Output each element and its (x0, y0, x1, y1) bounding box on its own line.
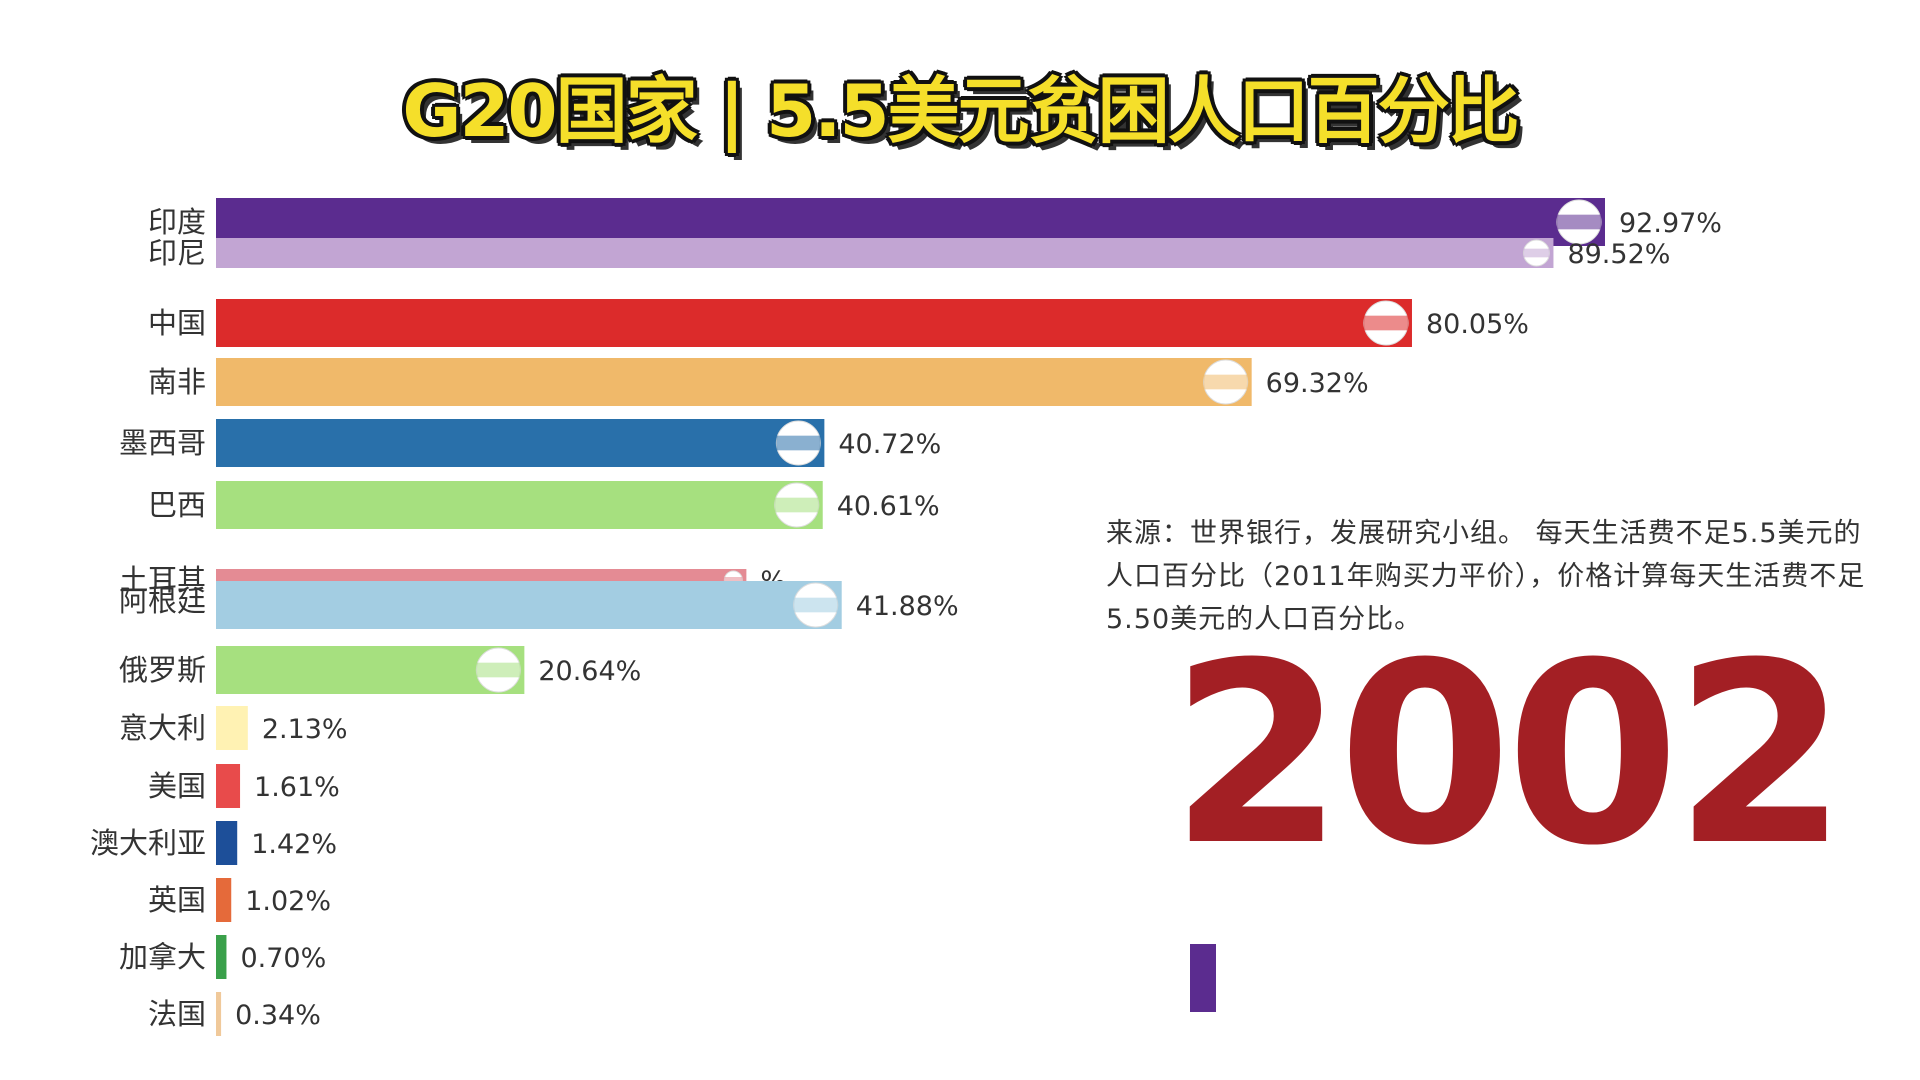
category-label-15: 法国 (148, 997, 206, 1031)
category-label-11: 美国 (148, 769, 206, 803)
value-label-10: 2.13% (262, 714, 348, 745)
category-label-3: 中国 (148, 306, 206, 340)
brazil-flag-icon-band (774, 497, 819, 513)
bar-2 (216, 238, 1554, 268)
bar-13 (216, 878, 232, 922)
category-label-6: 巴西 (148, 488, 206, 522)
category-label-5: 墨西哥 (119, 426, 206, 460)
bar-14 (216, 935, 227, 979)
value-label-8: 41.88% (856, 591, 959, 622)
bar-15 (216, 992, 222, 1036)
category-label-1: 印度 (148, 205, 206, 239)
category-label-13: 英国 (148, 883, 206, 917)
bar-8 (216, 581, 842, 629)
south-africa-flag-icon-band (1203, 374, 1248, 390)
value-label-11: 1.61% (254, 772, 340, 803)
bar-3 (216, 299, 1412, 347)
bar-9 (216, 646, 525, 694)
value-label-1: 92.97% (1619, 208, 1722, 239)
value-label-6: 40.61% (837, 491, 940, 522)
bars-layer: 印度 92.97% 印尼 89.52% 中国 80.05% 南非 69.32% 墨西哥 40.72… (90, 198, 1722, 1036)
russia-flag-icon-band (476, 662, 521, 678)
category-label-9: 俄罗斯 (119, 653, 206, 687)
bar-5 (216, 419, 825, 467)
turkey-flag-icon-band (724, 577, 743, 583)
value-label-3: 80.05% (1426, 309, 1529, 340)
year-label: 2002 (1170, 609, 1848, 900)
timeline-progress-marker (1190, 944, 1216, 1012)
chart-title: G20国家 | 5.5美元贫困人口百分比 (402, 69, 1519, 153)
bar-4 (216, 358, 1252, 406)
indonesia-flag-icon-band (1523, 248, 1550, 258)
category-label-10: 意大利 (119, 711, 206, 745)
category-label-14: 加拿大 (119, 940, 206, 974)
value-label-14: 0.70% (240, 943, 326, 974)
category-label-7: 土耳其 (119, 563, 206, 597)
bar-12 (216, 821, 238, 865)
bar-11 (216, 764, 241, 808)
argentina-flag-icon-band (793, 597, 838, 613)
value-label-4: 69.32% (1266, 368, 1369, 399)
value-label-2: 89.52% (1567, 239, 1670, 270)
category-label-4: 南非 (148, 365, 206, 399)
bar-10 (216, 706, 248, 750)
value-label-15: 0.34% (235, 1000, 321, 1031)
value-label-12: 1.42% (251, 829, 337, 860)
category-label-2: 印尼 (148, 236, 206, 270)
value-label-13: 1.02% (245, 886, 331, 917)
bar-6 (216, 481, 823, 529)
india-flag-icon-band (1557, 214, 1601, 230)
category-label-8: 阿根廷 (119, 584, 206, 618)
mexico-flag-icon-band (776, 435, 821, 451)
source-note: 来源：世界银行，发展研究小组。 每天生活费不足5.5美元的人口百分比（2011年… (1106, 518, 1866, 635)
value-label-5: 40.72% (838, 429, 941, 460)
value-label-9: 20.64% (538, 656, 641, 687)
china-flag-icon-band (1363, 315, 1408, 331)
category-label-12: 澳大利亚 (90, 826, 206, 860)
